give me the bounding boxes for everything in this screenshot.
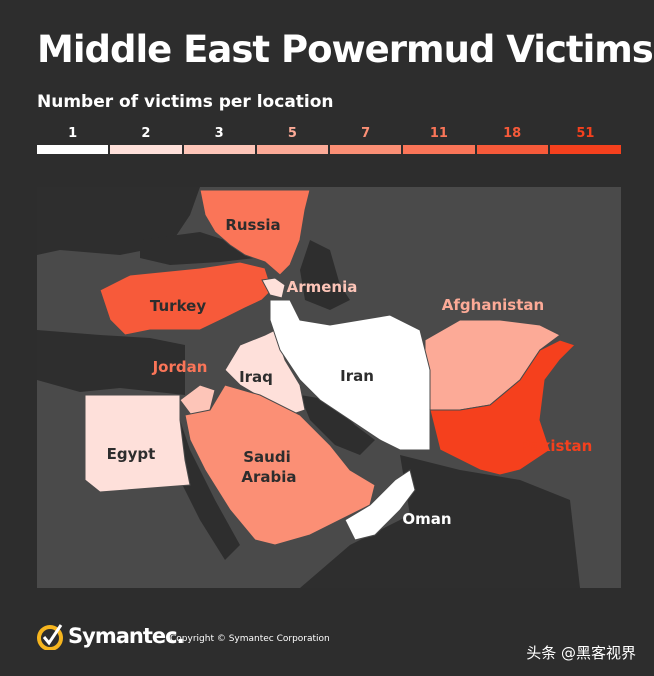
label-jordan: Jordan — [152, 358, 208, 376]
label-armenia: Armenia — [287, 278, 358, 296]
label-oman: Oman — [402, 510, 451, 528]
legend-item: 1 — [37, 126, 109, 154]
legend-label: 3 — [214, 126, 224, 141]
label-iran: Iran — [340, 367, 374, 385]
legend-item: 11 — [403, 126, 475, 154]
legend-swatch — [330, 145, 402, 154]
legend-swatch — [549, 145, 621, 154]
legend-item: 5 — [256, 126, 328, 154]
legend-label: 5 — [287, 126, 297, 141]
legend-swatch — [110, 145, 182, 154]
legend-label: 2 — [141, 126, 151, 141]
label-arabia: Arabia — [241, 468, 296, 486]
label-saudi: Saudi — [243, 448, 290, 466]
legend-swatch — [37, 145, 109, 154]
region-egypt — [84, 394, 191, 493]
region-iran — [269, 299, 431, 451]
label-iraq: Iraq — [239, 368, 273, 386]
legend-swatch — [256, 145, 328, 154]
region-iraq — [224, 329, 306, 416]
map: Russia Turkey Armenia Afghanistan Jordan… — [37, 187, 621, 588]
legend-item: 51 — [549, 126, 621, 154]
label-pakistan: Pakistan — [520, 437, 593, 455]
region-pakistan — [429, 339, 576, 476]
label-afghanistan: Afghanistan — [442, 296, 544, 314]
legend-label: 18 — [503, 126, 522, 141]
label-russia: Russia — [225, 216, 280, 234]
legend-item: 7 — [330, 126, 402, 154]
legend-swatch — [183, 145, 255, 154]
legend-title: Number of victims per location — [37, 92, 334, 112]
region-armenia — [261, 277, 286, 299]
checkmark-icon — [37, 624, 63, 650]
legend-swatch — [403, 145, 475, 154]
watermark: 头条 @黑客视界 — [526, 644, 636, 662]
legend-swatch — [476, 145, 548, 154]
region-russia — [199, 189, 311, 276]
label-turkey: Turkey — [150, 297, 206, 315]
legend-item: 3 — [183, 126, 255, 154]
page-title: Middle East Powermud Victims — [37, 28, 654, 71]
label-egypt: Egypt — [107, 445, 156, 463]
legend-item: 2 — [110, 126, 182, 154]
region-oman — [344, 469, 416, 541]
legend-label: 1 — [68, 126, 78, 141]
legend-label: 7 — [361, 126, 371, 141]
legend-item: 18 — [476, 126, 548, 154]
legend-label: 51 — [576, 126, 595, 141]
legend: 1 2 3 5 7 11 18 51 — [37, 126, 621, 154]
region-turkey — [99, 261, 273, 336]
symantec-logo: Symantec. — [37, 622, 185, 650]
legend-label: 11 — [429, 126, 448, 141]
copyright: Copyright © Symantec Corporation — [170, 634, 330, 644]
seas — [37, 187, 580, 588]
brand-name: Symantec. — [68, 624, 185, 648]
